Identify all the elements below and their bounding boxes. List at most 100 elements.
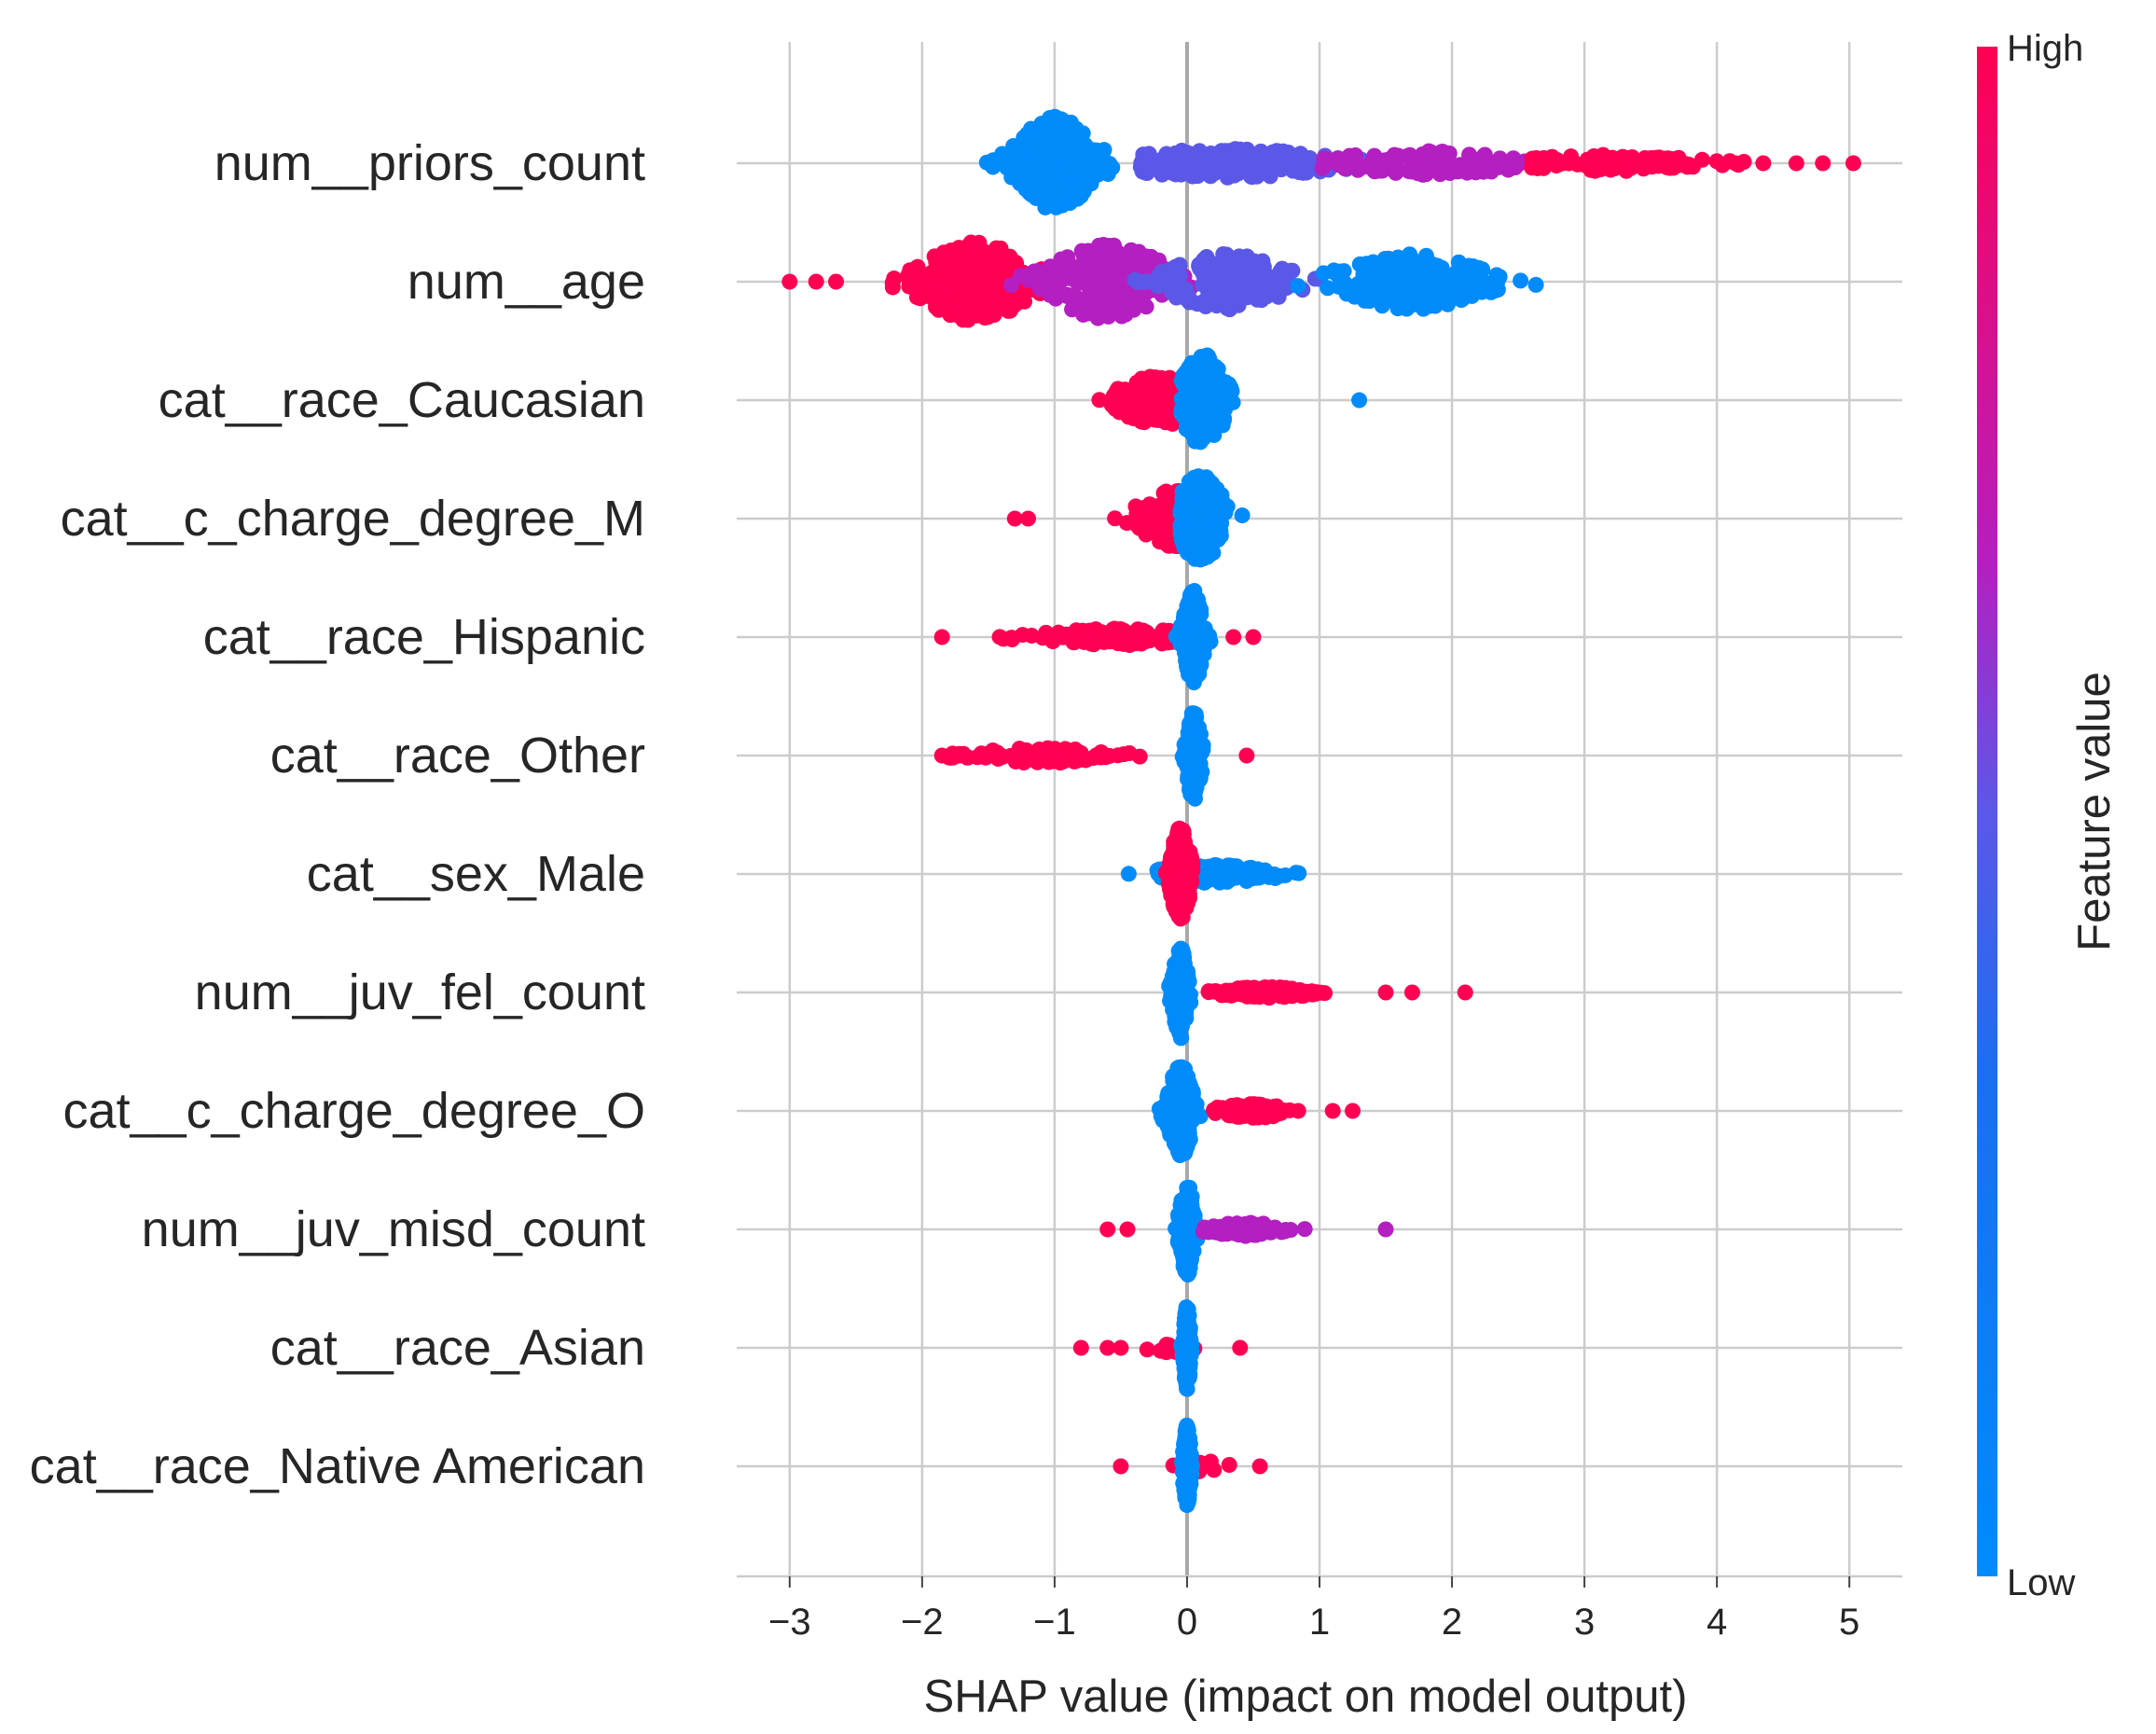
- feature-label: num__priors_count: [214, 135, 645, 191]
- feature-points: [1099, 1179, 1394, 1283]
- shap-point: [1011, 750, 1028, 767]
- shap-point: [995, 631, 1012, 647]
- shap-point: [1150, 381, 1167, 397]
- shap-point: [989, 744, 1006, 761]
- shap-point: [1118, 515, 1135, 532]
- shap-point: [1179, 598, 1195, 615]
- shap-point: [1410, 165, 1427, 182]
- shap-point: [1101, 290, 1118, 307]
- shap-point: [1130, 243, 1147, 260]
- shap-point: [1182, 1322, 1198, 1339]
- shap-point: [1057, 178, 1073, 195]
- shap-point: [1060, 160, 1077, 177]
- shap-point: [1214, 1226, 1231, 1242]
- shap-point: [955, 312, 972, 328]
- feature-points: [933, 705, 1255, 807]
- shap-point: [1168, 974, 1185, 991]
- shap-point: [1387, 294, 1403, 311]
- shap-point: [1068, 622, 1085, 639]
- feature-label: cat__race_Native American: [30, 1438, 645, 1494]
- shap-point: [1271, 867, 1288, 884]
- shap-point: [1182, 780, 1198, 797]
- shap-point: [1377, 1221, 1394, 1238]
- shap-point: [1203, 402, 1220, 419]
- shap-point: [1115, 398, 1132, 415]
- feature-labels: num__priors_count num__age cat__race_Cauca…: [30, 135, 645, 1494]
- shap-point: [1219, 169, 1236, 186]
- shap-point: [1281, 980, 1298, 997]
- shap-point: [1349, 161, 1366, 178]
- feature-label: cat__sex_Male: [307, 846, 645, 902]
- feature-label: num__age: [408, 254, 645, 310]
- shap-point: [1166, 851, 1182, 867]
- shap-point: [1175, 376, 1192, 393]
- shap-point: [1461, 146, 1478, 163]
- feature-points: [781, 234, 1544, 328]
- shap-point: [1034, 139, 1051, 156]
- x-tick-label: 3: [1574, 1602, 1595, 1643]
- shap-point: [1199, 281, 1216, 298]
- shap-point: [1680, 157, 1697, 173]
- shap-point: [1664, 151, 1680, 168]
- shap-point: [1755, 155, 1772, 172]
- shap-point: [1064, 258, 1081, 275]
- shap-point: [1191, 765, 1208, 782]
- colorbar-title: Feature value: [2069, 672, 2120, 951]
- shap-point: [1238, 1216, 1255, 1233]
- shap-point: [1476, 146, 1493, 163]
- shap-point: [1152, 1342, 1168, 1359]
- shap-point: [1278, 155, 1294, 172]
- shap-point: [1296, 1221, 1313, 1238]
- shap-point: [933, 629, 950, 645]
- shap-point: [1142, 506, 1159, 522]
- shap-point: [1300, 161, 1317, 178]
- x-tick-label: 4: [1707, 1602, 1727, 1643]
- shap-point: [1223, 156, 1239, 173]
- shap-point: [1644, 150, 1661, 167]
- shap-point: [1441, 161, 1458, 178]
- shap-point: [1053, 286, 1070, 303]
- shap-point: [1199, 368, 1216, 384]
- shap-point: [1099, 629, 1116, 645]
- shap-point: [1138, 298, 1154, 315]
- shap-point: [1113, 298, 1130, 315]
- shap-point: [1422, 144, 1439, 160]
- shap-point: [1066, 634, 1083, 651]
- shap-point: [1264, 980, 1280, 997]
- shap-point: [1113, 1458, 1129, 1475]
- shap-point: [1131, 748, 1148, 765]
- shap-point: [1177, 409, 1194, 426]
- feature-points: [1072, 1299, 1249, 1397]
- shap-point: [1087, 289, 1104, 306]
- shap-point: [1374, 273, 1390, 290]
- shap-point: [1132, 274, 1149, 291]
- shap-point: [1225, 629, 1242, 645]
- shap-point: [914, 273, 931, 290]
- shap-point: [966, 296, 983, 312]
- x-tick-label: 2: [1442, 1602, 1462, 1643]
- shap-point: [1169, 992, 1186, 1009]
- shap-point: [1037, 199, 1054, 215]
- shap-point: [1119, 1221, 1136, 1238]
- shap-point: [1049, 112, 1066, 129]
- shap-point: [995, 261, 1012, 278]
- shap-point: [1221, 1457, 1237, 1474]
- shap-point: [1607, 160, 1624, 177]
- shap-point: [1175, 1140, 1192, 1157]
- shap-point: [1438, 292, 1455, 309]
- shap-point: [1356, 292, 1373, 309]
- shap-point: [1191, 659, 1208, 676]
- shap-point: [930, 257, 947, 274]
- shap-point: [973, 745, 989, 762]
- shap-point: [781, 273, 798, 290]
- shap-point: [1175, 631, 1192, 647]
- shap-point: [1206, 426, 1223, 443]
- shap-point: [1374, 298, 1390, 314]
- shap-point: [1291, 149, 1307, 166]
- shap-point: [1375, 258, 1392, 275]
- shap-point: [1027, 184, 1043, 201]
- shap-point: [1188, 423, 1205, 440]
- shap-point: [1072, 1339, 1089, 1356]
- shap-point: [1080, 305, 1097, 322]
- colorbar-high-label: High: [2007, 28, 2083, 69]
